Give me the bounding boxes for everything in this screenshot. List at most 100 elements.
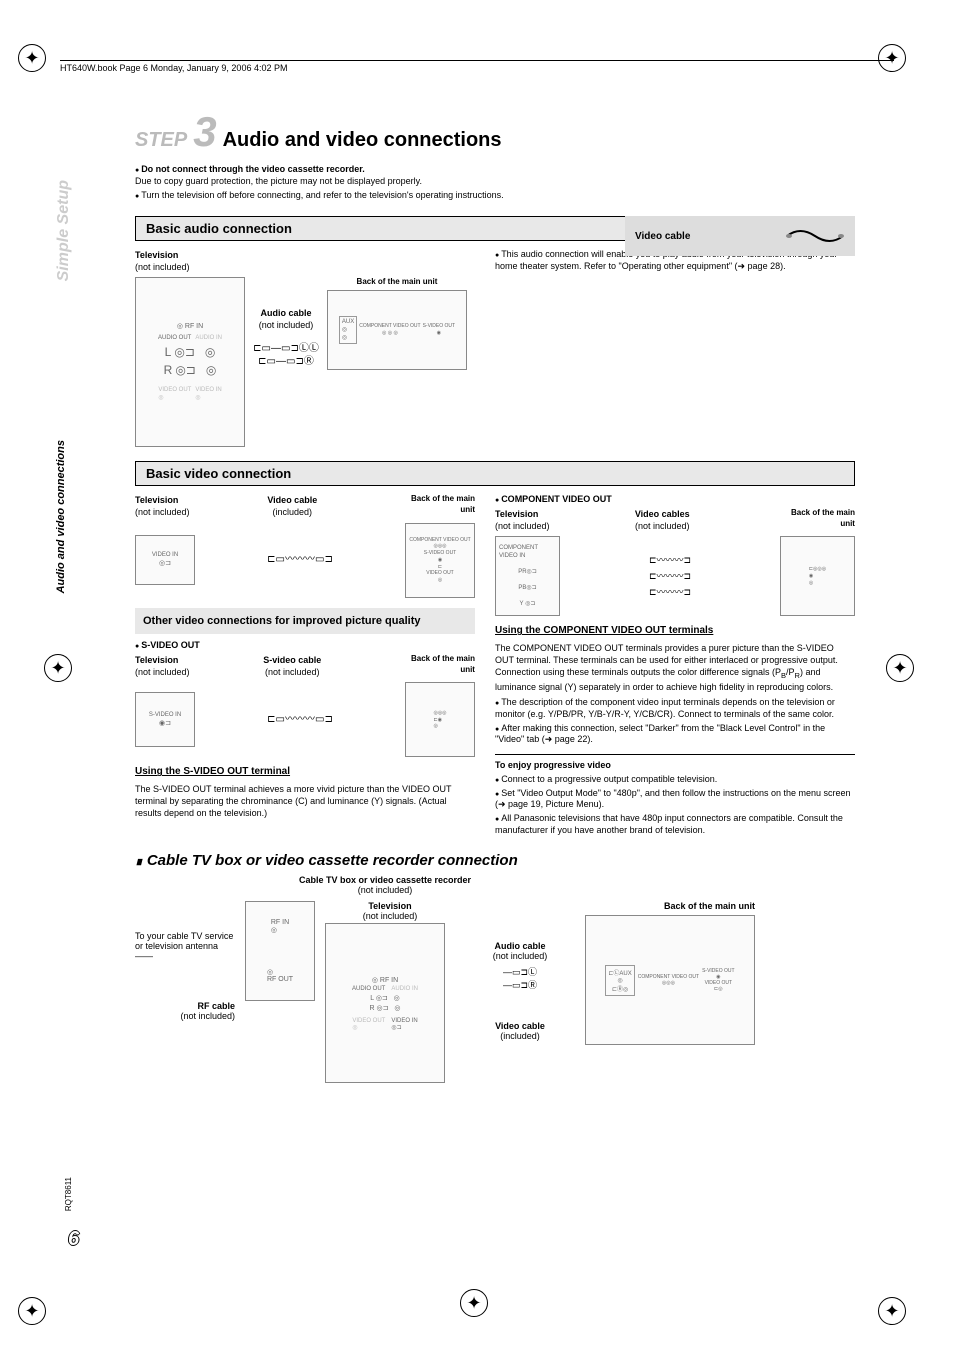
c-vc-i: (included) [465,1031,575,1041]
page-number: 6 [68,1228,79,1251]
comp-head: COMPONENT VIDEO OUT [495,494,855,506]
bv-vo: VIDEO OUT [426,570,454,577]
ct-aout: AUDIO OUT [352,986,385,992]
svideo-head: S-VIDEO OUT [135,640,475,652]
cu-aux: AUX [619,971,631,977]
sv-labels: Television (not included) S-video cable … [135,654,475,678]
cv-tv-ni: (not included) [495,520,550,532]
prog-b3: All Panasonic televisions that have 480p… [495,813,855,836]
intro-notes: Do not connect through the video cassett… [135,164,595,202]
cable-tv-box: ◎ RF IN AUDIO OUT AUDIO IN L ◎⊐ ◎ R ◎⊐ ◎… [325,923,445,1083]
audio-unit-box: AUX◎◎ COMPONENT VIDEO OUT◎ ◎ ◎ S-VIDEO O… [327,290,467,370]
step-title-row: STEP 3 Audio and video connections [135,115,855,152]
cable-rf-ni: (not included) [180,1011,235,1021]
ct-vin: VIDEO IN [391,1018,417,1024]
ct-ain: AUDIO IN [391,986,418,992]
reg-mark-ml [44,654,72,682]
cu-sv: S-VIDEO OUT [702,968,735,974]
c-back: Back of the main unit [585,901,755,911]
comp-b2: After making this connection, select "Da… [495,723,855,746]
prog-title: To enjoy progressive video [495,759,855,771]
cable-box-label: Cable TV box or video cassette recorder [299,875,471,885]
cable-icon [785,224,845,248]
p-pb: PB [518,585,526,591]
comp-uline: Using the COMPONENT VIDEO OUT terminals [495,624,855,638]
audio-diagram-col: Television (not included) ◎ RF IN AUDIO … [135,249,475,447]
svideo-uline: Using the S-VIDEO OUT terminal [135,765,475,779]
sv-tv-box: S-VIDEO IN◉⊐ [135,692,195,747]
svideo-para: The S-VIDEO OUT terminal achieves a more… [135,783,475,819]
comp-labels: Television (not included) Video cables (… [495,508,855,532]
video-cable-box: Video cable [625,216,855,256]
cv-back: Back of the main unit [775,508,855,532]
p-compin: COMPONENT VIDEO IN [499,544,556,560]
p-pr: PR [518,569,526,575]
reg-mark-br [878,1297,906,1325]
bv-vc: Video cable [267,494,317,506]
prog-b2: Set "Video Output Mode" to "480p", and t… [495,788,855,811]
reg-mark-mr [886,654,914,682]
comp-diagram: COMPONENT VIDEO IN PR◎⊐ PB◎⊐ Y ◎⊐ ⊏〰〰〰⊐⊏… [495,536,855,616]
audio-back-lbl: Back of the main unit [327,277,467,288]
intro-note-1-bold: Do not connect through the video cassett… [141,164,365,174]
cable-rf: RF cable [197,1001,235,1011]
header-text: HT640W.book Page 6 Monday, January 9, 20… [60,63,287,73]
reg-mark-tl [18,44,46,72]
p-comp: COMPONENT VIDEO OUT [359,323,420,329]
video-right-col: COMPONENT VIDEO OUT Television (not incl… [495,494,855,838]
c-ac: Audio cable [465,941,575,951]
cable-block: Cable TV box or video cassette recorder … [135,875,855,1083]
p-aux: AUX [342,319,354,325]
cable-left-text: To your cable TV service or television a… [135,901,235,1021]
audio-unit-wrap: Back of the main unit AUX◎◎ COMPONENT VI… [327,277,467,370]
bv-tv-ni: (not included) [135,506,190,518]
intro-note-2: Turn the television off before connectin… [135,190,595,202]
audio-diagram-wrap: ◎ RF IN AUDIO OUT AUDIO IN L ◎⊐ ◎ R ◎⊐ ◎… [135,277,475,447]
cable-h-text: Cable TV box or video cassette recorder … [147,852,518,869]
c-tv-ni: (not included) [363,911,418,921]
ct-r: R [370,1005,375,1012]
side-tab-mid: Audio and video connections [55,440,67,593]
intro-note-1-body: Due to copy guard protection, the pictur… [135,176,422,186]
audio-cable-b: Audio cable [251,307,321,319]
step-label: STEP [135,129,187,152]
p-ain: AUDIO IN [195,335,222,341]
bv-tv: Television [135,494,190,506]
p-sv: S-VIDEO OUT [423,323,456,329]
c-ac-ni: (not included) [465,951,575,961]
p-l: L [165,344,172,360]
bv-vc-i: (included) [267,506,317,518]
comp-p2: /P [786,667,795,677]
ct-rfin: RF IN [380,977,398,984]
doc-code: RQT8611 [64,1177,73,1211]
audio-tv-ni: (not included) [135,261,475,273]
reg-mark-bl [18,1297,46,1325]
cable-unit-wrap: Back of the main unit ⊏ⓁAUX◎⊏Ⓡ◎ COMPONEN… [585,901,755,1045]
sv-tv-ni: (not included) [135,666,190,678]
ct-l: L [370,995,374,1002]
p-videoin: VIDEO IN [152,551,178,559]
p-aout: AUDIO OUT [158,335,191,341]
cable-diagram-row: To your cable TV service or television a… [135,901,855,1083]
p-svin: S-VIDEO IN [149,711,181,719]
cable-mid-labels: Audio cable (not included) —▭⊐Ⓛ—▭⊐Ⓡ Vide… [465,901,575,1041]
other-video-box: Other video connections for improved pic… [135,608,475,635]
sv-cable-ni: (not included) [263,666,321,678]
intro-block: Do not connect through the video cassett… [135,164,855,202]
c-tv: Television [368,901,411,911]
p-vout: VIDEO OUT [158,387,191,393]
main-content: STEP 3 Audio and video connections Do no… [135,115,855,1083]
bv-top-labels: Television (not included) Video cable (i… [135,494,475,518]
comp-para: The COMPONENT VIDEO OUT terminals provid… [495,642,855,693]
reg-mark-bc [460,1289,488,1317]
audio-tv-box: ◎ RF IN AUDIO OUT AUDIO IN L ◎⊐ ◎ R ◎⊐ ◎… [135,277,245,447]
p-rfin: RF IN [185,323,203,330]
sv-cable: S-video cable [263,654,321,666]
bv-comp: COMPONENT VIDEO OUT [409,537,470,544]
step-number: 3 [193,115,216,149]
video-cable-label: Video cable [635,231,690,242]
bv-back: Back of the main unit [395,494,475,518]
step-heading: Audio and video connections [223,129,502,152]
prog-block: To enjoy progressive video Connect to a … [495,754,855,837]
p-r: R [164,362,173,378]
